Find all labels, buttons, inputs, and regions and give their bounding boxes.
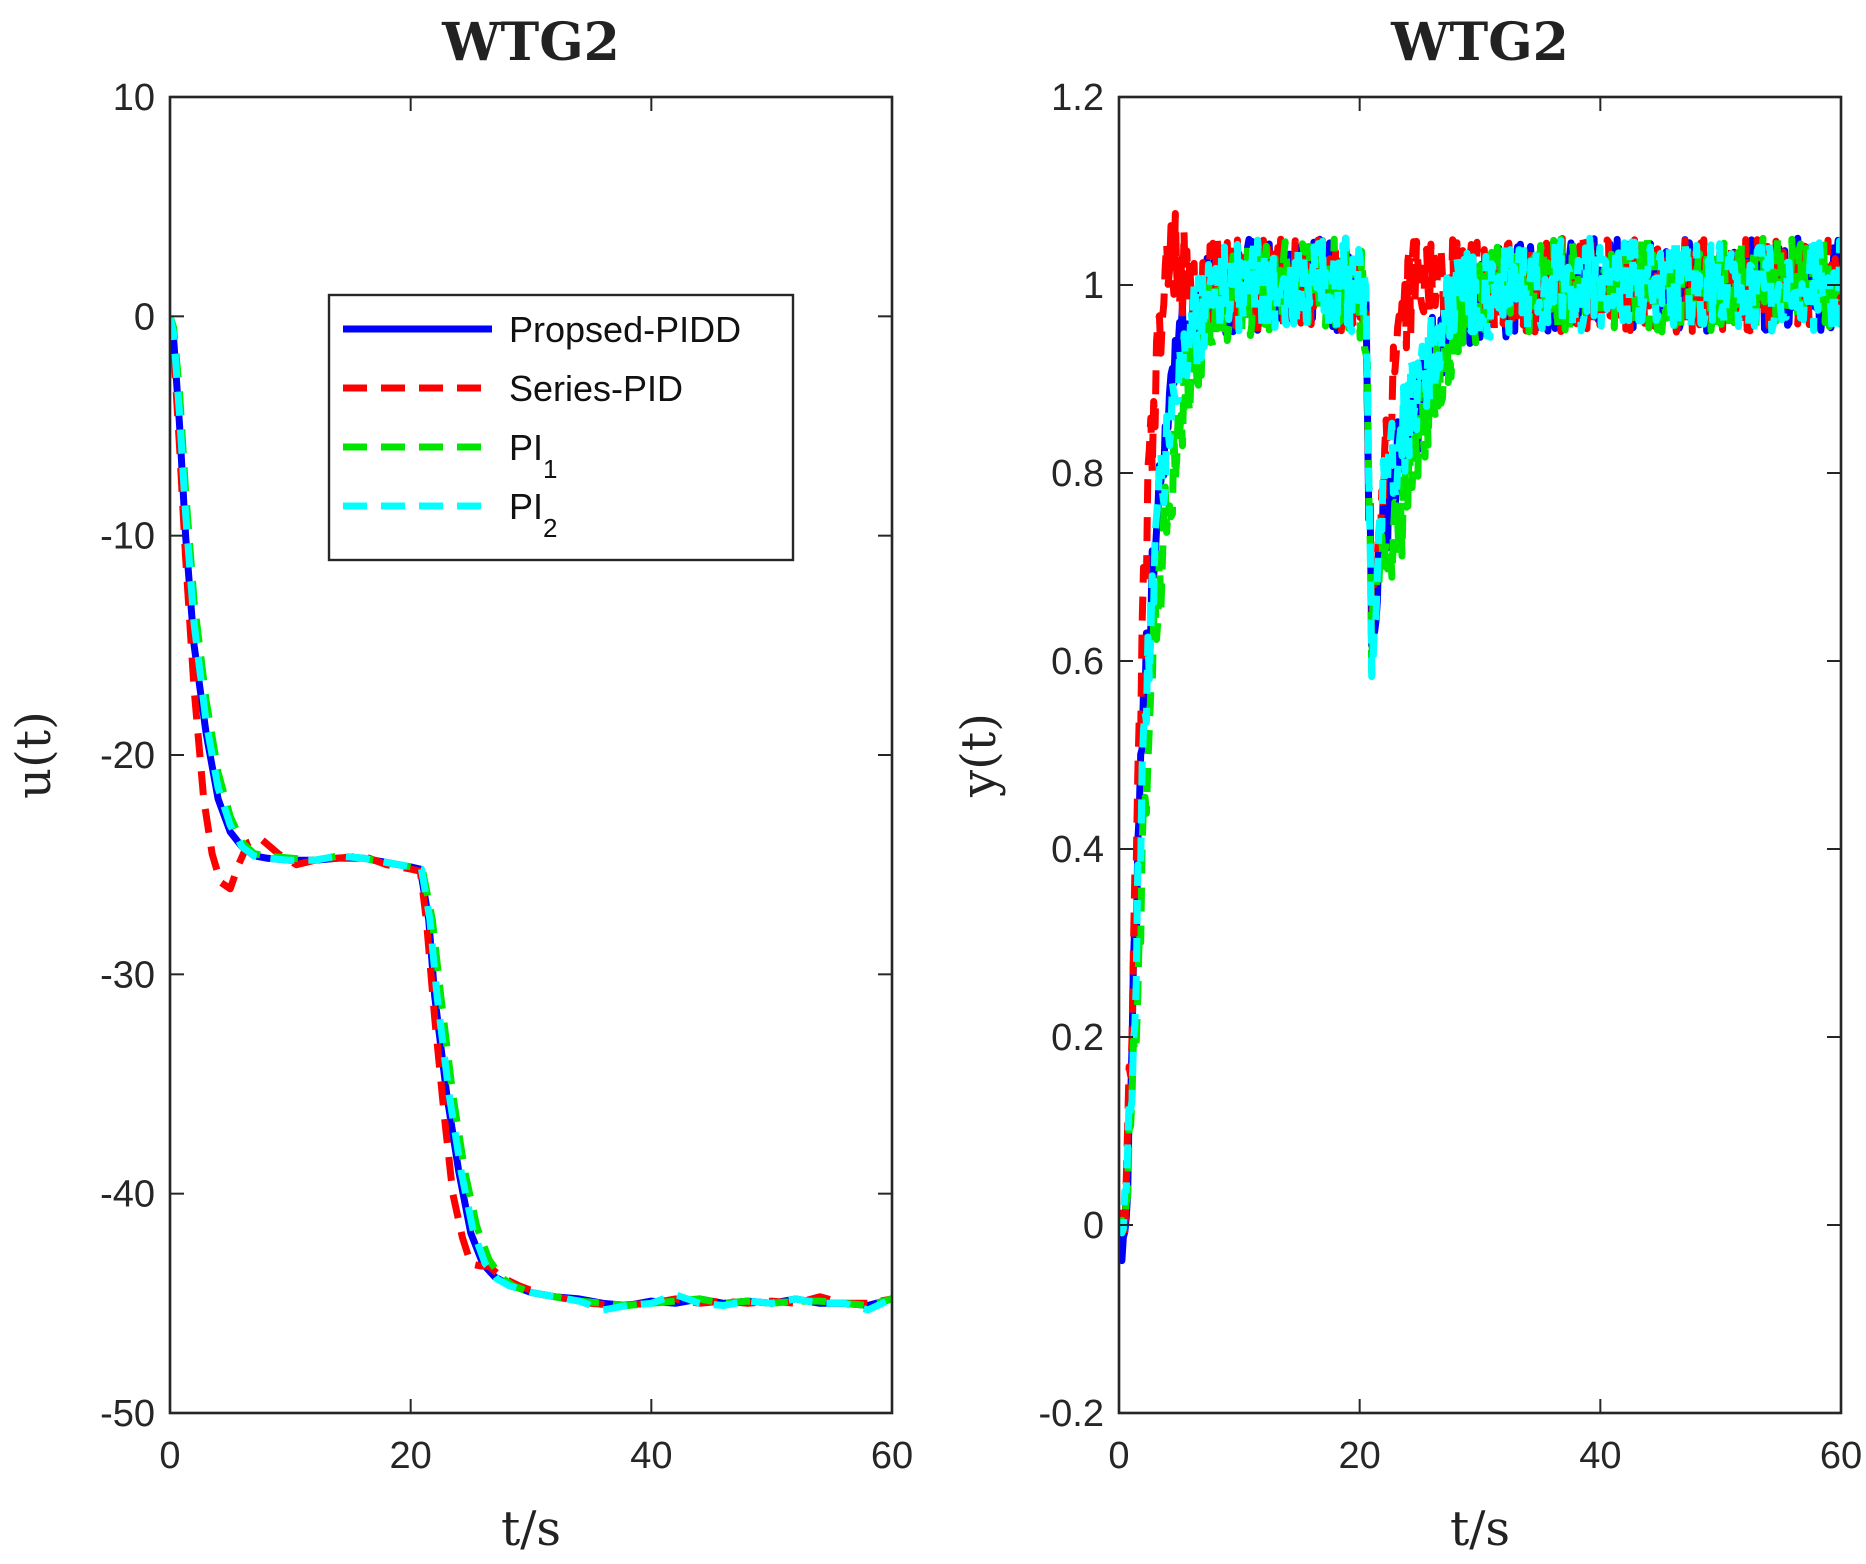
x-tick-label: 20 [1339,1435,1381,1477]
chart-1: 0 20 40 60 10 0 -10 -20 -30 -40 -50 WTG2 t/s u(t) Prop… [6,12,913,1557]
y-tick-label: 0.6 [1051,641,1104,683]
x-tick-label: 20 [390,1435,432,1477]
y-tick-label: 0.4 [1051,829,1104,871]
x-tick-label: 60 [871,1435,913,1477]
x-axis-label: t/s [501,1501,561,1557]
y-tick-label: 1.2 [1051,77,1104,119]
series-pi2 [170,315,892,1314]
y-tick-label: 10 [113,77,155,119]
y-tick-label: -20 [100,735,155,777]
legend-subscript: 2 [543,513,557,543]
axes-frame [1117,95,1843,1415]
y-tick-label: -0.2 [1039,1393,1104,1435]
x-tick-label: 0 [159,1435,180,1477]
x-tick-label: 0 [1108,1435,1129,1477]
x-axis-label: t/s [1450,1501,1510,1557]
legend-box [327,293,795,562]
y-axis-label: y(t) [951,713,1007,798]
y-tick-label: -40 [100,1174,155,1216]
plot-area [1119,210,1841,1265]
y-tick-label: 0 [1083,1205,1104,1247]
x-tick-label: 40 [1579,1435,1621,1477]
y-tick-label: -50 [100,1393,155,1435]
chart-title: WTG2 [441,12,620,73]
x-tick-label: 60 [1820,1435,1862,1477]
x-tick-label: 40 [630,1435,672,1477]
series-pi2 [1119,234,1841,1237]
y-tick-label: 0 [134,296,155,338]
y-tick-label: 1 [1083,265,1104,307]
y-tick-label: 0.8 [1051,453,1104,495]
plot-area [170,315,892,1314]
y-tick-label: -10 [100,516,155,558]
chart-title: WTG2 [1390,12,1569,73]
y-axis-label: u(t) [6,711,62,799]
y-tick-label: 0.2 [1051,1017,1104,1059]
legend-subscript: 1 [543,454,557,484]
legend-label: Series-PID [509,368,683,409]
y-tick-label: -30 [100,954,155,996]
legend-label: Propsed-PIDD [509,309,741,350]
